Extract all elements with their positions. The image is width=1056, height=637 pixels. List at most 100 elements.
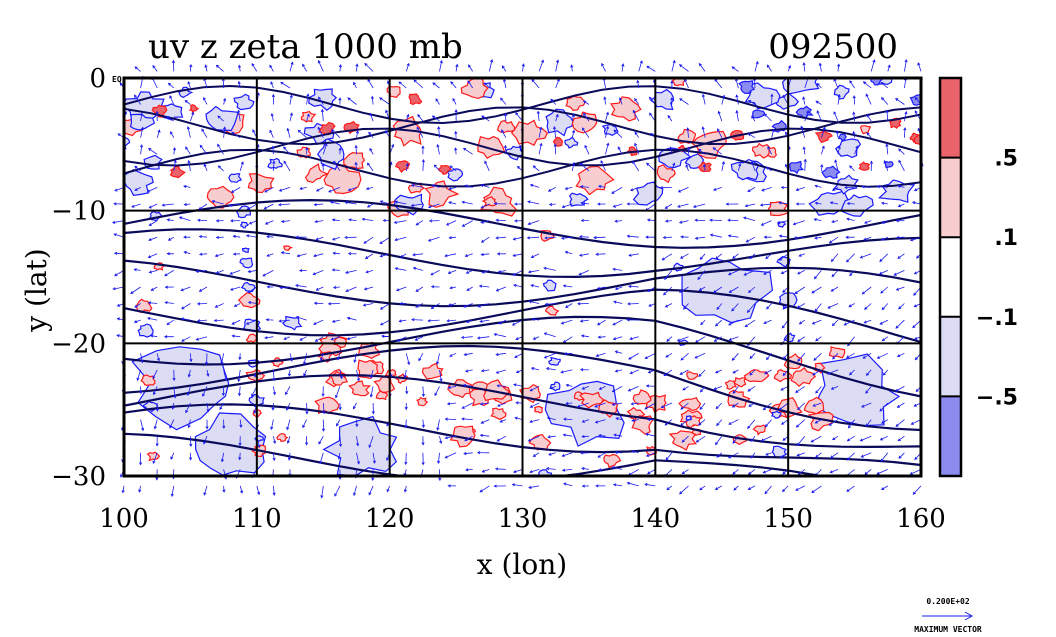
positive-vorticity-area xyxy=(733,376,747,388)
positive-vorticity-area xyxy=(188,104,200,114)
positive-vorticity-area xyxy=(348,380,371,397)
vector-legend: 0.200E+02 MAXIMUM VECTOR xyxy=(914,597,982,634)
x-tick-label: 120 xyxy=(365,504,415,534)
negative-vorticity-area xyxy=(137,323,154,338)
x-tick-label: 140 xyxy=(631,504,681,534)
y-tick-label: −10 xyxy=(51,197,106,227)
positive-vorticity-area xyxy=(245,333,258,343)
colorbar-label: .1 xyxy=(994,226,1018,251)
colorbar-swatch xyxy=(940,237,961,317)
positive-vorticity-area xyxy=(603,453,622,469)
vector-legend-value: 0.200E+02 xyxy=(926,597,970,606)
negative-vorticity-area xyxy=(446,168,464,182)
positive-vorticity-area xyxy=(631,415,654,435)
negative-vorticity-area xyxy=(236,205,252,219)
positive-vorticity-area xyxy=(497,119,516,134)
wind-vector-layer xyxy=(111,58,924,499)
date-label: 092500 xyxy=(768,27,898,67)
positive-vorticity-area xyxy=(416,396,429,407)
positive-vorticity-area xyxy=(343,151,366,170)
colorbar-label: −.1 xyxy=(976,306,1018,331)
positive-vorticity-area xyxy=(247,173,275,194)
positive-vorticity-area xyxy=(276,433,289,443)
negative-vorticity-area xyxy=(795,105,814,119)
colorbar-swatch xyxy=(940,78,961,158)
negative-vorticity-area xyxy=(194,412,267,476)
positive-vorticity-area xyxy=(828,346,846,359)
positive-vorticity-area xyxy=(656,164,676,184)
x-tick-label: 110 xyxy=(232,504,282,534)
positive-vorticity-area xyxy=(565,95,586,112)
positive-vorticity-area xyxy=(490,407,507,420)
negative-vorticity-area xyxy=(783,332,796,343)
positive-vorticity-area xyxy=(421,362,444,380)
positive-vorticity-area xyxy=(571,111,598,134)
positive-vorticity-area xyxy=(323,164,362,195)
positive-vorticity-area xyxy=(671,78,686,87)
positive-vorticity-area xyxy=(751,142,771,159)
positive-vorticity-area xyxy=(481,195,497,207)
negative-vorticity-area xyxy=(770,410,782,419)
x-tick-label: 150 xyxy=(763,504,813,534)
colorbar: .5 .1 −.1 −.5 xyxy=(938,76,1018,478)
positive-vorticity-area xyxy=(858,161,871,171)
negative-vorticity-area xyxy=(129,113,156,131)
positive-vorticity-area xyxy=(752,424,767,436)
positive-vorticity-area xyxy=(395,160,411,174)
x-axis-ticks: 100 110 120 130 140 150 160 xyxy=(99,504,946,534)
negative-vorticity-area xyxy=(241,247,250,253)
negative-vorticity-area xyxy=(818,353,901,427)
negative-vorticity-area xyxy=(239,257,254,269)
negative-vorticity-area xyxy=(821,165,841,179)
x-tick-label: 130 xyxy=(498,504,548,534)
colorbar-frame xyxy=(938,76,963,478)
chart-title: uv z zeta 1000 mb xyxy=(148,27,463,67)
vector-legend-caption: MAXIMUM VECTOR xyxy=(914,625,982,634)
positive-vorticity-area xyxy=(859,125,872,135)
plot-frame xyxy=(122,76,923,478)
positive-vorticity-area xyxy=(408,93,423,106)
x-axis-label: x (lon) xyxy=(477,548,567,581)
negative-vorticity-area xyxy=(838,133,848,141)
y-tick-label: 0 xyxy=(89,64,106,94)
positive-vorticity-area xyxy=(282,245,294,251)
positive-vorticity-area xyxy=(913,133,921,147)
negative-vorticity-area xyxy=(322,415,398,476)
positive-vorticity-area xyxy=(477,135,506,159)
colorbar-swatch xyxy=(940,157,961,238)
x-tick-label: 160 xyxy=(896,504,946,534)
positive-vorticity-area xyxy=(533,405,544,414)
negative-vorticity-area xyxy=(649,88,675,110)
positive-vorticity-area xyxy=(544,305,560,316)
negative-vorticity-area xyxy=(788,160,805,175)
negative-vorticity-area xyxy=(808,190,852,216)
positive-vorticity-area xyxy=(609,96,642,122)
negative-vorticity-area xyxy=(835,138,862,159)
positive-vorticity-area xyxy=(686,371,699,380)
negative-vorticity-area xyxy=(738,80,756,95)
negative-vorticity-area xyxy=(233,93,255,111)
negative-vorticity-area xyxy=(685,415,693,422)
y-tick-label: −30 xyxy=(51,462,106,492)
x-tick-label: 100 xyxy=(99,504,149,534)
colorbar-swatch xyxy=(940,396,961,476)
positive-vorticity-area xyxy=(140,374,156,387)
negative-vorticity-area xyxy=(228,173,243,184)
positive-vorticity-area xyxy=(483,379,511,401)
y-axis-label: y (lat) xyxy=(20,248,53,332)
colorbar-label: −.5 xyxy=(976,385,1018,410)
colorbar-label: .5 xyxy=(994,147,1018,172)
positive-vorticity-area xyxy=(510,119,549,146)
vector-legend-arrowhead xyxy=(964,611,974,621)
positive-vorticity-area xyxy=(767,201,790,217)
positive-vorticity-area xyxy=(375,390,388,401)
wind-vectors xyxy=(111,58,924,499)
positive-vorticity-area xyxy=(314,396,340,415)
negative-vorticity-area xyxy=(564,136,579,149)
negative-vorticity-area xyxy=(777,221,786,228)
positive-vorticity-area xyxy=(333,336,347,349)
negative-vorticity-area xyxy=(833,84,850,100)
negative-vorticity-area xyxy=(205,105,239,132)
negative-vorticity-area xyxy=(548,356,561,366)
